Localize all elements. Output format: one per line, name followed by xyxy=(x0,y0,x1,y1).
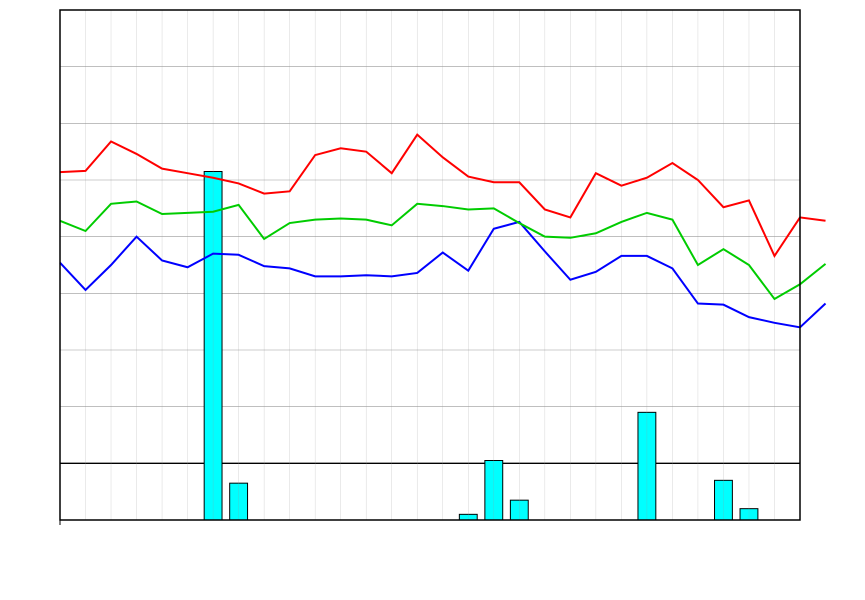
weather-chart xyxy=(0,0,865,600)
chart-svg xyxy=(0,0,865,600)
